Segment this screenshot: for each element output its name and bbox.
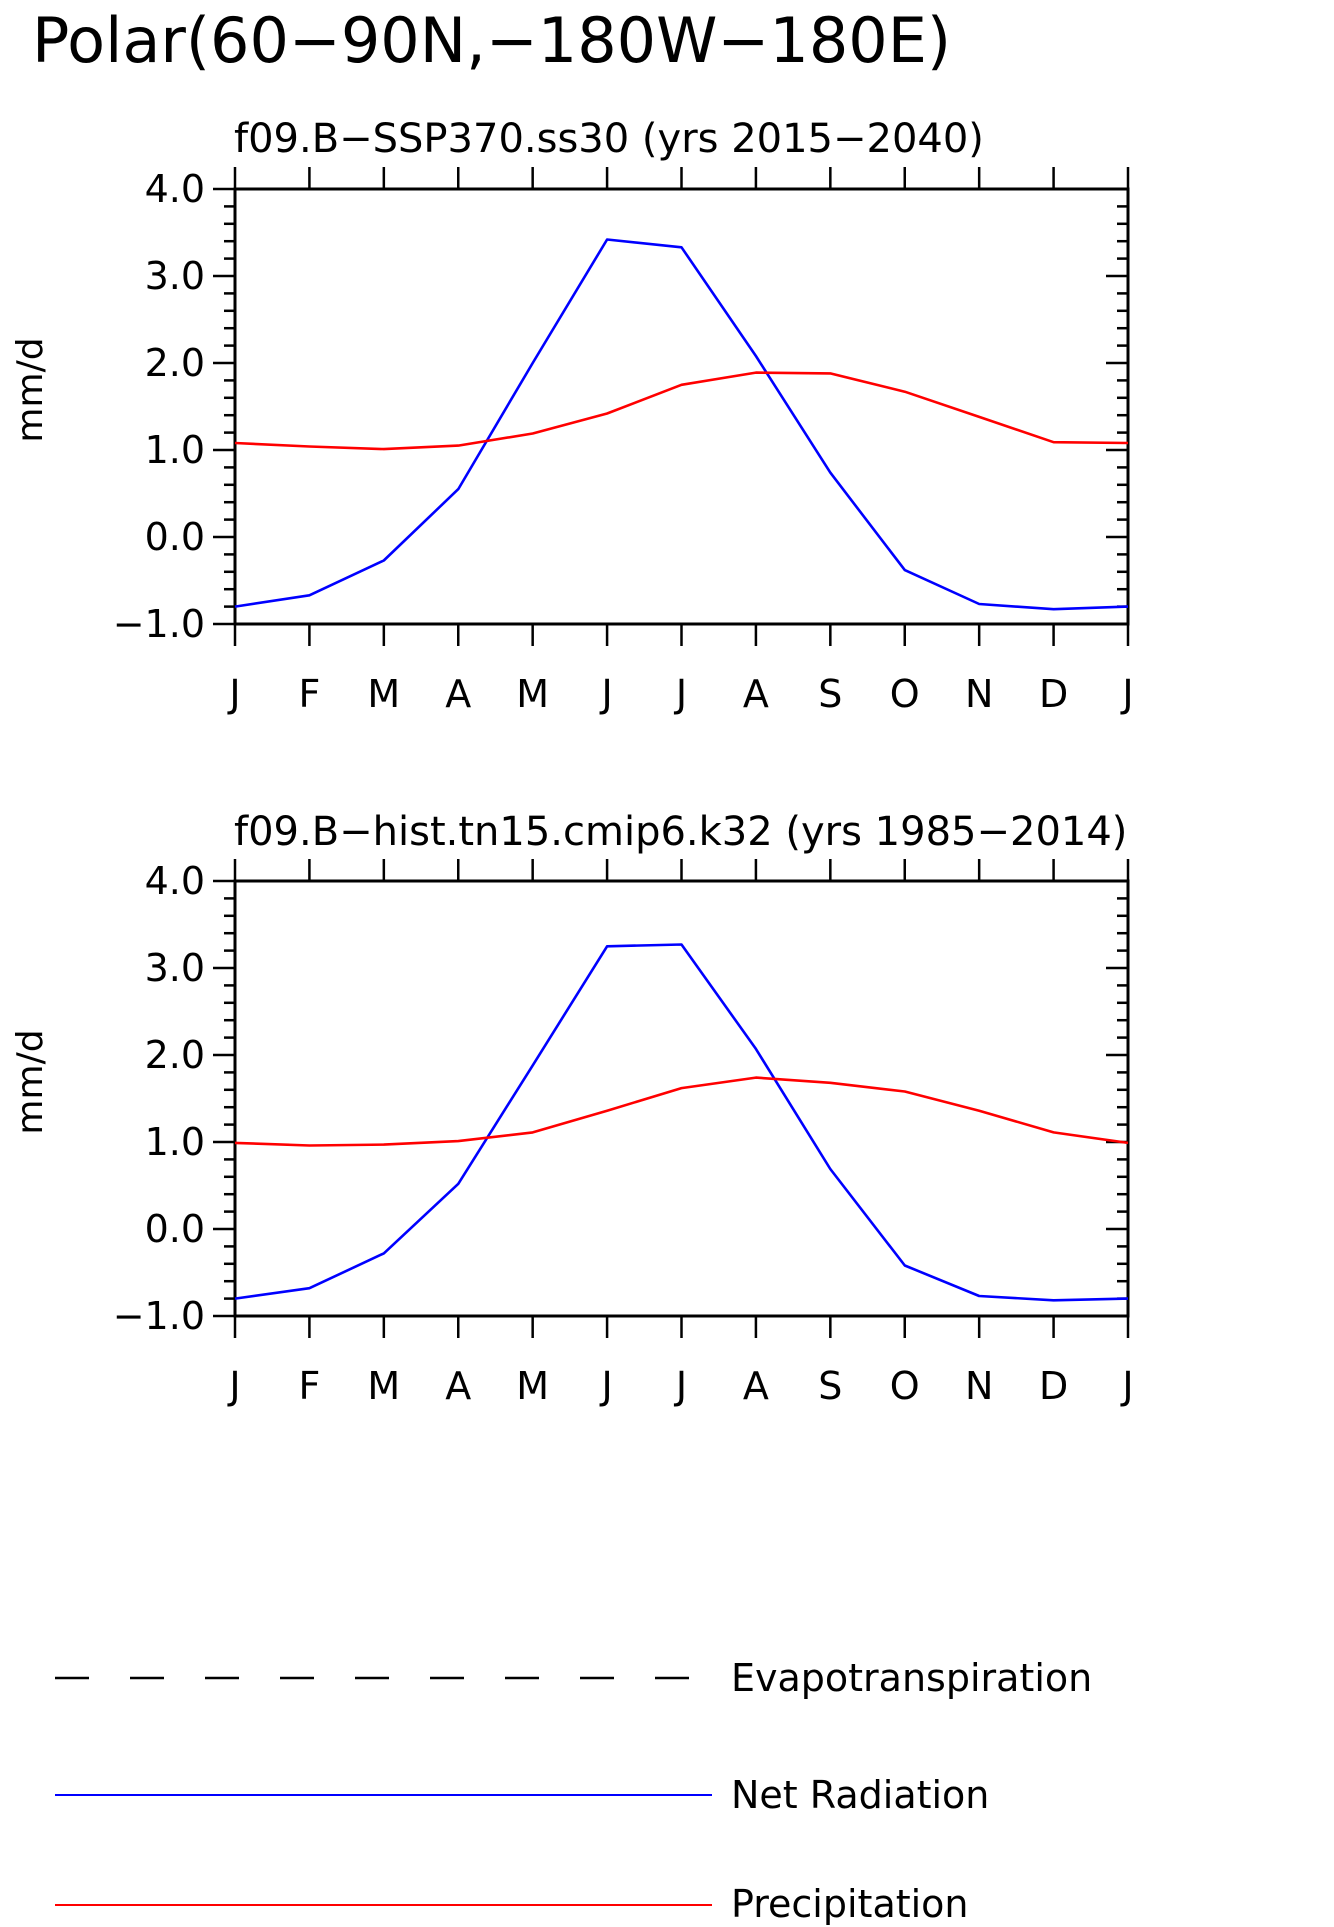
y-tick-label: 1.0 <box>145 428 205 472</box>
panel-title: f09.B−SSP370.ss30 (yrs 2015−2040) <box>234 116 984 162</box>
y-tick-label: −1.0 <box>113 602 205 646</box>
x-tick-label: A <box>743 672 769 716</box>
y-tick-label: 2.0 <box>145 1033 205 1077</box>
legend: Evapotranspiration Net Radiation Precipi… <box>55 1656 1092 1926</box>
x-tick-label: N <box>965 1364 993 1408</box>
x-tick-label: J <box>227 1364 240 1408</box>
series-line-net-radiation <box>234 943 1129 1302</box>
y-tick-label: 0.0 <box>145 1207 205 1251</box>
series-line-net-radiation <box>234 238 1129 611</box>
x-tick-label: M <box>516 672 549 716</box>
x-tick-label: S <box>818 672 842 716</box>
x-tick-label: J <box>674 672 687 716</box>
y-tick-label: 0.0 <box>145 515 205 559</box>
series-lines <box>234 238 1129 611</box>
x-tick-label: A <box>445 672 471 716</box>
y-axis-label: mm/d <box>10 337 51 442</box>
figure-title: Polar(60−90N,−180W−180E) <box>32 4 951 77</box>
y-tick-label: 2.0 <box>145 341 205 385</box>
legend-label-evapotranspiration: Evapotranspiration <box>731 1656 1092 1700</box>
x-tick-label: O <box>890 1364 920 1408</box>
x-tick-label: J <box>1120 1364 1133 1408</box>
y-tick-label: −1.0 <box>113 1294 205 1338</box>
series-line-precipitation <box>234 371 1129 451</box>
panel-title: f09.B−hist.tn15.cmip6.k32 (yrs 1985−2014… <box>234 809 1127 855</box>
y-tick-labels: 4.0 3.0 2.0 1.0 0.0 −1.0 <box>113 859 205 1338</box>
x-tick-label: O <box>890 672 920 716</box>
axis-ticks <box>213 859 1130 1338</box>
y-tick-label: 3.0 <box>145 946 205 990</box>
x-tick-label: D <box>1039 1364 1068 1408</box>
y-tick-label: 4.0 <box>145 859 205 903</box>
chart-panel-ssp370: f09.B−SSP370.ss30 (yrs 2015−2040) mm/d 4… <box>10 116 1134 716</box>
y-tick-labels: 4.0 3.0 2.0 1.0 0.0 −1.0 <box>113 167 205 646</box>
plot-frame <box>233 187 1130 626</box>
x-tick-label: J <box>227 672 240 716</box>
x-tick-label: J <box>1120 672 1133 716</box>
x-tick-label: M <box>516 1364 549 1408</box>
series-lines <box>234 943 1129 1302</box>
legend-label-net-radiation: Net Radiation <box>731 1773 989 1817</box>
x-tick-label: F <box>298 1364 320 1408</box>
x-tick-label: N <box>965 672 993 716</box>
y-tick-label: 4.0 <box>145 167 205 211</box>
x-tick-label: J <box>599 672 612 716</box>
x-tick-label: F <box>298 672 320 716</box>
x-tick-label: J <box>599 1364 612 1408</box>
x-tick-label: S <box>818 1364 842 1408</box>
y-axis-label: mm/d <box>10 1029 51 1134</box>
x-tick-label: D <box>1039 672 1068 716</box>
x-tick-label: M <box>367 672 400 716</box>
x-tick-label: M <box>367 1364 400 1408</box>
x-tick-label: A <box>445 1364 471 1408</box>
chart-panel-hist: f09.B−hist.tn15.cmip6.k32 (yrs 1985−2014… <box>10 809 1134 1408</box>
x-tick-label: A <box>743 1364 769 1408</box>
x-tick-label: J <box>674 1364 687 1408</box>
y-tick-label: 3.0 <box>145 254 205 298</box>
legend-label-precipitation: Precipitation <box>731 1882 969 1926</box>
axis-ticks <box>213 167 1130 646</box>
y-tick-label: 1.0 <box>145 1120 205 1164</box>
series-line-precipitation <box>234 1076 1129 1147</box>
